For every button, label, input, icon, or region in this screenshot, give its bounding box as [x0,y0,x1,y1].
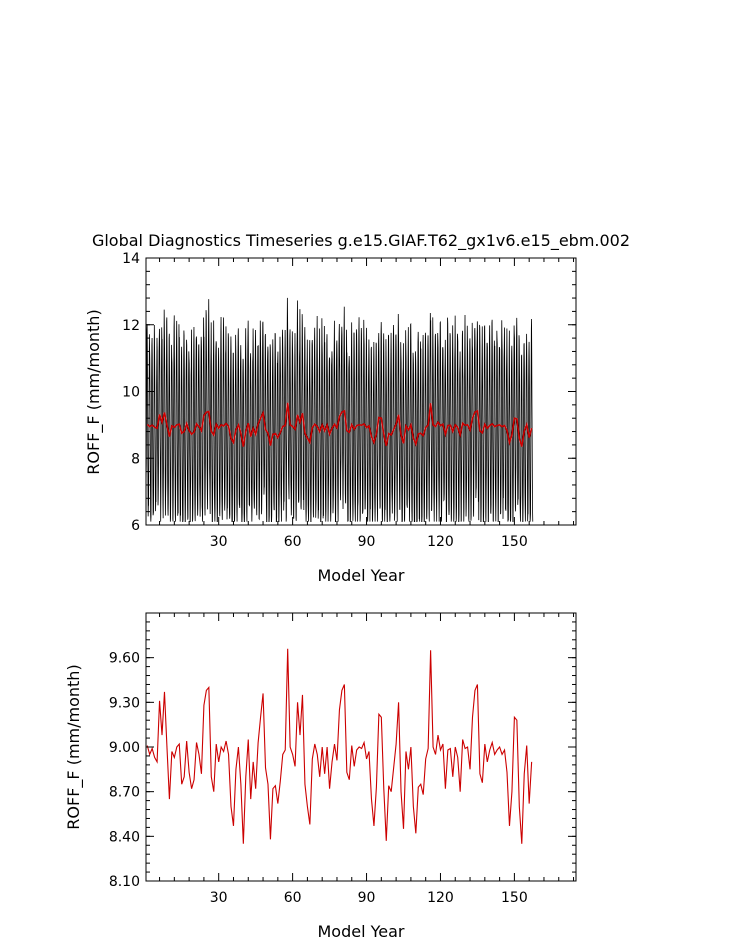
bottom-x-tick-label: 150 [501,890,528,906]
bottom-x-tick-label: 120 [427,890,454,906]
top-x-tick-label: 60 [284,534,302,550]
bottom-y-tick-label: 8.40 [109,829,140,845]
bottom-annual-series [146,648,533,844]
bottom-y-tick-label: 9.60 [109,651,140,667]
bottom-ticks [146,612,576,882]
top-x-tick-label: 90 [358,534,376,550]
top-x-axis-label: Model Year [318,566,405,585]
bottom-x-tick-labels: 30 60 90 120 150 [210,890,528,906]
bottom-y-tick-label: 8.70 [109,785,140,801]
top-y-axis-label: ROFF_F (mm/month) [84,309,104,474]
top-x-tick-label: 150 [501,534,528,550]
top-monthly-series [145,297,534,523]
bottom-panel: 8.10 8.40 8.70 9.00 9.30 9.60 30 60 90 120 150 Mo… [64,612,577,941]
top-x-tick-label: 120 [427,534,454,550]
top-ticks [146,257,576,526]
top-y-tick-label: 6 [131,518,140,534]
bottom-y-axis-label: ROFF_F (mm/month) [64,664,84,829]
bottom-x-tick-label: 60 [284,890,302,906]
top-y-tick-label: 8 [131,451,140,467]
bottom-x-tick-label: 90 [358,890,376,906]
bottom-y-tick-label: 9.30 [109,695,140,711]
bottom-y-tick-label: 9.00 [109,740,140,756]
top-annual-series [146,402,533,447]
top-panel: 6 8 10 12 14 30 60 90 120 150 Model Year ROFF_F … [84,251,577,585]
top-monthly-line [145,297,534,523]
bottom-x-axis-label: Model Year [318,922,405,941]
bottom-x-tick-label: 30 [210,890,228,906]
top-y-tick-label: 14 [122,251,140,267]
chart-title: Global Diagnostics Timeseries g.e15.GIAF… [92,231,630,251]
top-x-tick-labels: 30 60 90 120 150 [210,534,528,550]
bottom-y-tick-labels: 8.10 8.40 8.70 9.00 9.30 9.60 [109,651,140,890]
top-y-tick-label: 12 [122,318,140,334]
top-y-tick-label: 10 [122,385,140,401]
top-x-tick-label: 30 [210,534,228,550]
top-y-tick-labels: 6 8 10 12 14 [122,251,140,534]
bottom-annual-line [146,648,533,844]
bottom-y-tick-label: 8.10 [109,874,140,890]
top-annual-line [146,402,533,447]
